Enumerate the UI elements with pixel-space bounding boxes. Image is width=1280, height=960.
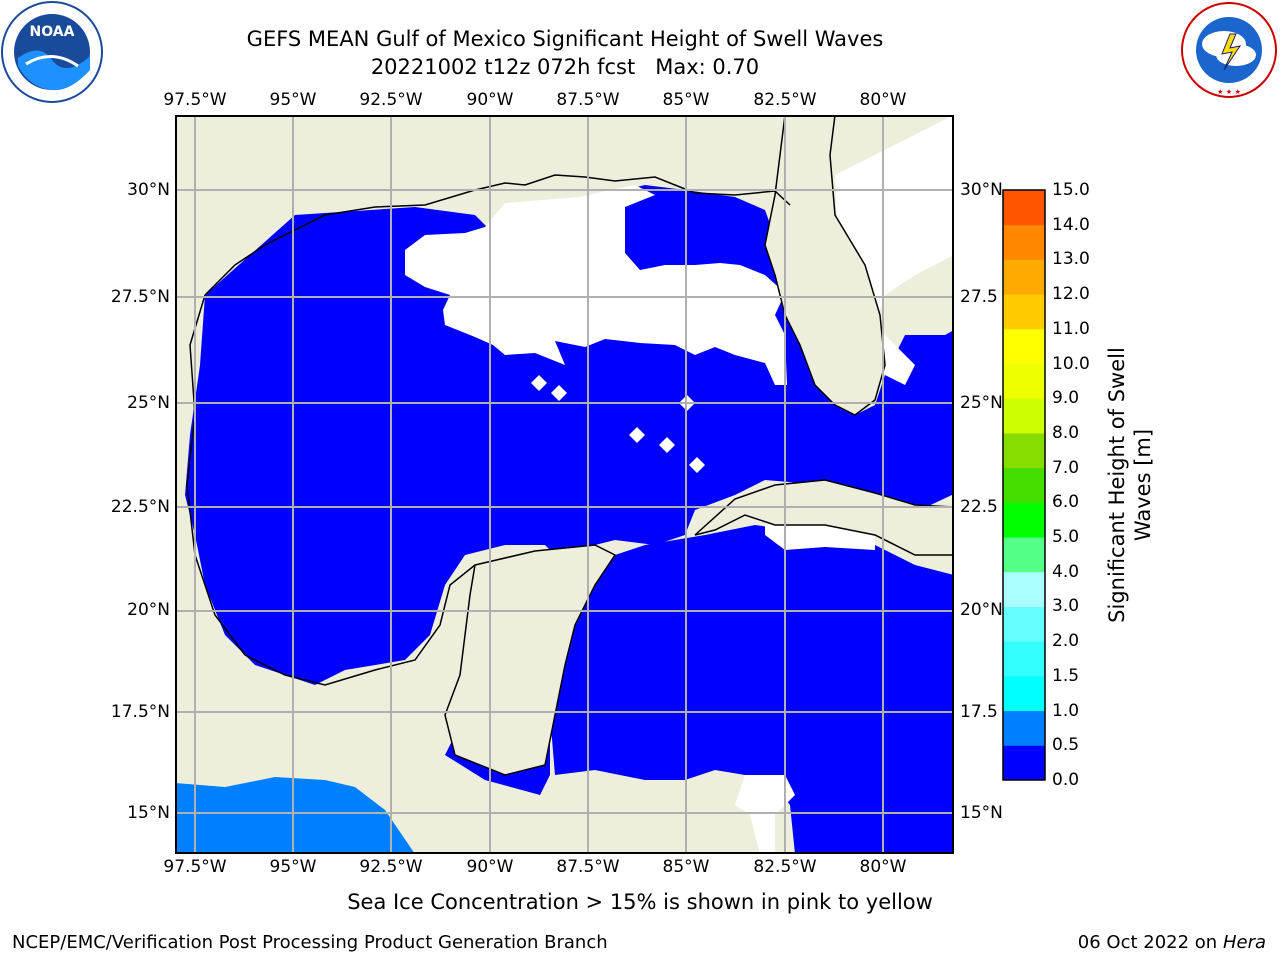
colorbar-segment [1003,641,1045,677]
colorbar-label: Significant Height of Swell Waves [m] [1104,325,1156,645]
colorbar-label-line1: Significant Height of Swell [1105,347,1129,623]
colorbar-segment [1003,745,1045,781]
colorbar-segment [1003,363,1045,399]
white-diamond-4 [689,457,705,473]
colorbar-tick-label: 9.0 [1052,388,1080,409]
lon-label-top: 97.5°W [163,90,227,110]
colorbar-segment [1003,259,1045,295]
lon-label-bottom: 97.5°W [163,857,227,877]
gulf-coastline-north [204,174,791,296]
lat-label-right: 20°N [960,600,1003,620]
colorbar-tick-label: 11.0 [1052,318,1090,339]
noaa-logo: NOAA [1,1,103,103]
lon-label-top: 85°W [662,90,710,110]
colorbar-segment [1003,537,1045,573]
lat-label-left: 20°N [127,600,170,620]
colorbar-tick-label: 7.0 [1052,457,1080,478]
colorbar-tick-label: 0.5 [1052,735,1080,756]
colorbar-segment [1003,675,1045,712]
colorbar-tick-label: 3.0 [1052,596,1080,617]
lon-label-top: 80°W [859,90,907,110]
lon-label-bottom: 80°W [859,857,907,877]
lat-label-left: 25°N [127,393,170,413]
white-diamond-6 [551,385,567,401]
colorbar-tick-label: 10.0 [1052,353,1090,374]
lon-label-top: 82.5°W [753,90,817,110]
lon-label-bottom: 82.5°W [753,857,817,877]
mexico-coastline [186,294,476,686]
gulf-map [175,115,954,854]
lon-label-top: 87.5°W [556,90,620,110]
colorbar-tick-label: 4.0 [1052,561,1080,582]
colorbar-segment [1003,294,1045,330]
colorbar-segment [1003,328,1045,365]
graticule [175,115,954,854]
colorbar-tick-label: 1.5 [1052,665,1080,686]
footer-left: NCEP/EMC/Verification Post Processing Pr… [12,932,608,953]
colorbar-tick-label: 12.0 [1052,284,1090,305]
lat-label-right: 25°N [960,393,1003,413]
footer-date: 06 Oct 2022 on [1077,932,1223,953]
lat-label-left: 17.5°N [110,702,170,722]
colorbar-segment [1003,467,1045,503]
chart-title: GEFS MEAN Gulf of Mexico Significant Hei… [246,27,884,51]
noaa-logo-text: NOAA [30,24,75,40]
lat-label-left: 27.5°N [110,287,170,307]
sea-ice-note: Sea Ice Concentration > 15% is shown in … [347,890,933,914]
colorbar-tick-label: 0.0 [1052,770,1080,790]
lon-label-bottom: 87.5°W [556,857,620,877]
colorbar [1002,189,1046,781]
colorbar-segment [1003,502,1045,538]
colorbar-segment [1003,606,1045,642]
colorbar-tick-label: 5.0 [1052,527,1080,548]
white-diamond-3 [659,437,675,453]
colorbar-segment [1003,571,1045,607]
lat-label-left: 30°N [127,180,170,200]
footer-right: 06 Oct 2022 on Hera [1078,932,1266,953]
white-patch-north [405,185,787,385]
lat-label-right: 15°N [960,803,1003,823]
footer-host: Hera [1222,932,1266,953]
lon-label-top: 90°W [466,90,514,110]
caribbean-ocean [550,525,954,854]
lon-label-top: 92.5°W [359,90,423,110]
nws-logo: ★ ★ ★ [1181,2,1277,98]
lat-label-left: 15°N [127,803,170,823]
lat-label-right: 30°N [960,180,1003,200]
yucatan-land [444,544,617,776]
lon-label-bottom: 95°W [269,857,317,877]
colorbar-segment [1003,224,1045,260]
colorbar-tick-label: 6.0 [1052,492,1080,513]
pacific-band [175,777,415,854]
lat-label-right: 17.5 [960,702,998,722]
colorbar-tick-label: 1.0 [1052,700,1080,721]
lon-label-top: 95°W [269,90,317,110]
lon-label-bottom: 92.5°W [359,857,423,877]
colorbar-tick-label: 13.0 [1052,249,1090,270]
cuba-land [694,479,954,556]
colorbar-segment [1003,710,1045,746]
lat-label-right: 22.5 [960,497,998,517]
colorbar-segment [1003,398,1045,434]
colorbar-label-line2: Waves [m] [1131,428,1155,542]
chart-subtitle: 20221002 t12z 072h fcst Max: 0.70 [370,55,760,79]
svg-text:★ ★ ★: ★ ★ ★ [1217,88,1241,96]
white-diamond-2 [629,427,645,443]
lat-label-left: 22.5°N [110,497,170,517]
white-diamond-5 [531,375,547,391]
colorbar-tick-label: 15.0 [1052,180,1090,200]
colorbar-tick-label: 14.0 [1052,214,1090,235]
colorbar-tick-label: 8.0 [1052,422,1080,443]
colorbar-segment [1003,190,1045,226]
lat-label-right: 27.5 [960,287,998,307]
colorbar-tick-label: 2.0 [1052,631,1080,652]
colorbar-frame [1002,189,1046,781]
lon-label-bottom: 85°W [662,857,710,877]
map-frame [175,115,954,854]
colorbar-segment [1003,432,1045,469]
white-patch-carib [735,775,795,854]
lon-label-bottom: 90°W [466,857,514,877]
